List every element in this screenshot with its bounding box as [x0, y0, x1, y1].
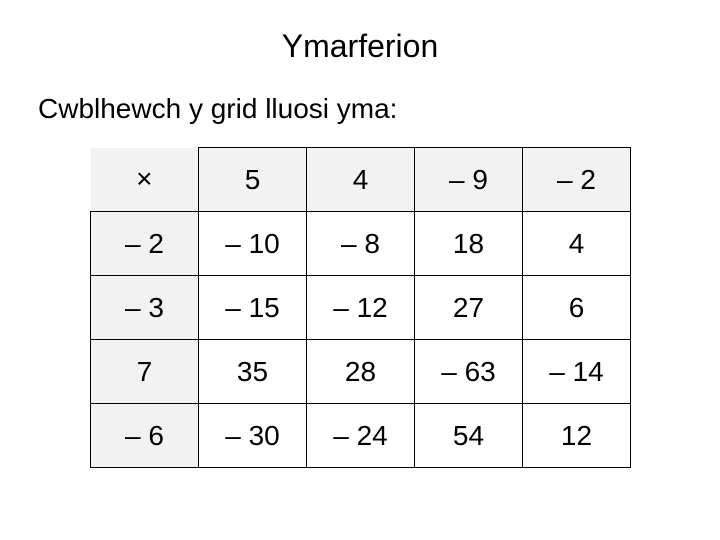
table-row: – 3 – 15 – 12 27 6	[91, 276, 631, 340]
cell: 4	[523, 212, 631, 276]
corner-cell: ×	[91, 148, 199, 212]
cell: – 10	[199, 212, 307, 276]
cell: 27	[415, 276, 523, 340]
cell: – 30	[199, 404, 307, 468]
table-row: 7 35 28 – 63 – 14	[91, 340, 631, 404]
cell: – 8	[307, 212, 415, 276]
cell: 28	[307, 340, 415, 404]
cell: – 15	[199, 276, 307, 340]
cell: 12	[523, 404, 631, 468]
table-row: – 2 – 10 – 8 18 4	[91, 212, 631, 276]
header-row: × 5 4 – 9 – 2	[91, 148, 631, 212]
cell: 54	[415, 404, 523, 468]
multiplication-grid: × 5 4 – 9 – 2 – 2 – 10 – 8 18 4 – 3 – 15…	[90, 147, 631, 468]
col-header: – 9	[415, 148, 523, 212]
multiplication-grid-container: × 5 4 – 9 – 2 – 2 – 10 – 8 18 4 – 3 – 15…	[90, 147, 720, 468]
col-header: – 2	[523, 148, 631, 212]
row-header: – 2	[91, 212, 199, 276]
row-header: – 6	[91, 404, 199, 468]
cell: – 12	[307, 276, 415, 340]
cell: – 24	[307, 404, 415, 468]
row-header: – 3	[91, 276, 199, 340]
instruction-text: Cwblhewch y grid lluosi yma:	[38, 93, 720, 125]
row-header: 7	[91, 340, 199, 404]
cell: 35	[199, 340, 307, 404]
page-title: Ymarferion	[0, 28, 720, 65]
table-row: – 6 – 30 – 24 54 12	[91, 404, 631, 468]
cell: 6	[523, 276, 631, 340]
cell: 18	[415, 212, 523, 276]
col-header: 4	[307, 148, 415, 212]
cell: – 14	[523, 340, 631, 404]
cell: – 63	[415, 340, 523, 404]
col-header: 5	[199, 148, 307, 212]
